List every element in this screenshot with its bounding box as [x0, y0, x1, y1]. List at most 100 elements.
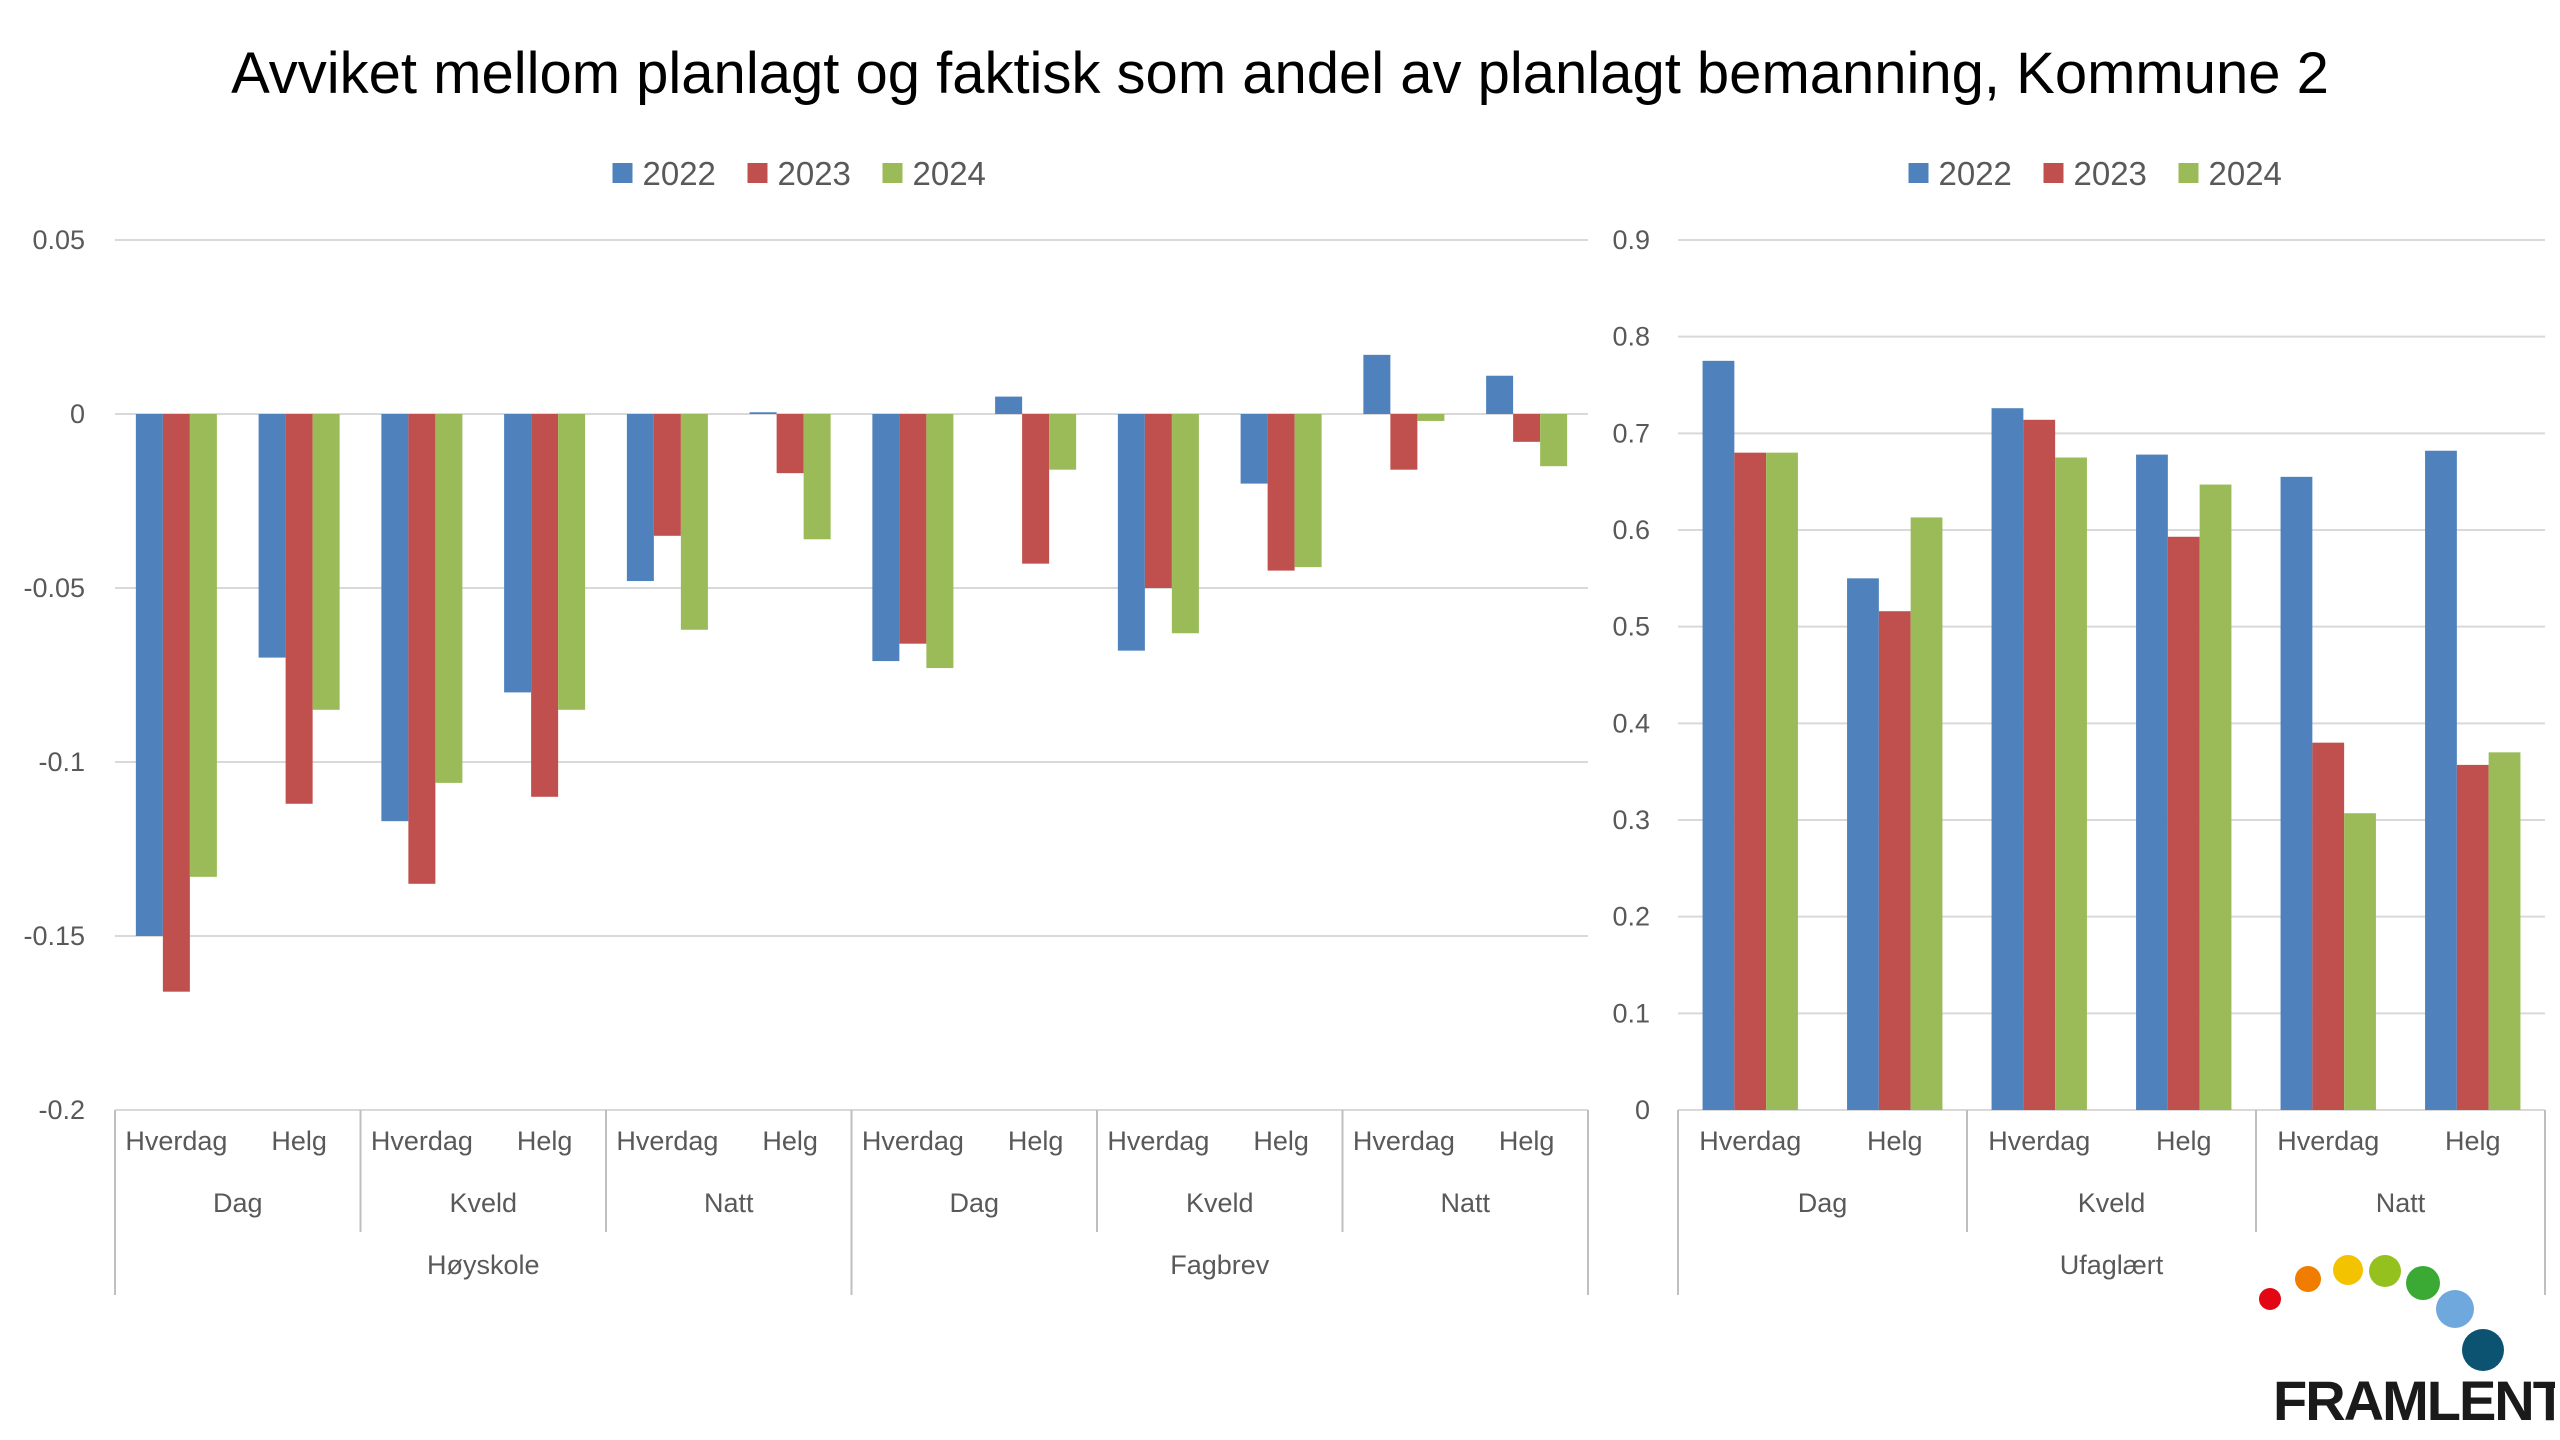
bar-2024 [2199, 484, 2232, 1111]
bar-2022 [749, 412, 777, 414]
y-tick-label: 0 [1635, 1095, 1650, 1125]
bar-2024 [2488, 752, 2521, 1110]
bar-2022 [2425, 450, 2457, 1110]
x-category-label: Hverdag [862, 1126, 964, 1156]
bar-2022 [1991, 408, 2024, 1110]
logo-dot [2295, 1266, 2321, 1292]
legend-label: 2022 [1939, 155, 2012, 192]
logo-dot [2462, 1329, 2504, 1371]
y-tick-label: -0.1 [38, 747, 85, 777]
bar-2023 [1390, 414, 1418, 470]
y-tick-label: 0.4 [1612, 708, 1650, 738]
bar-2022 [1847, 578, 1879, 1110]
x-category-label: Helg [1867, 1126, 1923, 1156]
x-category-label: Hverdag [1107, 1126, 1209, 1156]
x-category-label: Hverdag [125, 1126, 227, 1156]
x-category-label: Helg [2156, 1126, 2212, 1156]
bar-2022 [1486, 375, 1514, 414]
bar-2022 [872, 414, 900, 662]
bar-2024 [1910, 517, 1943, 1110]
bar-2022 [1363, 354, 1391, 414]
bar-2023 [285, 414, 313, 804]
bar-2023 [2456, 764, 2489, 1110]
framlent-logo: FRAMLENT [2255, 1245, 2560, 1435]
y-tick-label: -0.15 [23, 921, 85, 951]
bar-2022 [2136, 454, 2168, 1111]
bar-2022 [135, 414, 163, 936]
x-category-label: Hverdag [2277, 1126, 2379, 1156]
x-group-label: Natt [1440, 1188, 1490, 1218]
logo-dot [2406, 1266, 2440, 1300]
bar-2024 [1540, 414, 1568, 467]
page-title: Avviket mellom planlagt og faktisk som a… [231, 41, 2329, 106]
x-supergroup-label: Fagbrev [1170, 1250, 1270, 1280]
bar-2024 [1049, 414, 1077, 470]
y-tick-label: 0 [70, 399, 85, 429]
legend-swatch [2043, 163, 2064, 183]
bar-2022 [995, 396, 1023, 414]
x-group-label: Dag [213, 1188, 263, 1218]
y-tick-label: 0.9 [1612, 225, 1650, 255]
x-group-label: Kveld [1186, 1188, 1254, 1218]
x-category-label: Hverdag [1988, 1126, 2090, 1156]
x-supergroup-label: Høyskole [427, 1250, 540, 1280]
legend-label: 2023 [778, 155, 851, 192]
x-group-label: Dag [949, 1188, 999, 1218]
bar-2023 [531, 414, 559, 797]
logo-dot [2369, 1255, 2401, 1287]
bar-2022 [504, 414, 532, 693]
x-category-label: Helg [762, 1126, 818, 1156]
legend-swatch [747, 163, 768, 183]
bar-2022 [1117, 414, 1145, 651]
bar-2024 [1294, 414, 1322, 568]
bar-2023 [1734, 452, 1767, 1111]
x-category-label: Hverdag [616, 1126, 718, 1156]
bar-2023 [1513, 414, 1541, 442]
bar-2024 [189, 414, 217, 877]
bar-2023 [2312, 742, 2345, 1110]
bar-2024 [1417, 414, 1445, 421]
bar-2023 [1022, 414, 1050, 564]
bar-2023 [162, 414, 190, 992]
x-category-label: Hverdag [1353, 1126, 1455, 1156]
bar-2022 [258, 414, 286, 658]
x-group-label: Natt [2376, 1188, 2426, 1218]
x-category-label: Helg [2445, 1126, 2501, 1156]
x-group-label: Dag [1798, 1188, 1848, 1218]
x-group-label: Natt [704, 1188, 754, 1218]
bar-2023 [653, 414, 681, 536]
logo-dots [2259, 1255, 2504, 1371]
bar-2022 [1702, 360, 1735, 1110]
bar-2024 [803, 414, 831, 540]
logo-dot [2333, 1255, 2363, 1285]
x-group-label: Kveld [2078, 1188, 2146, 1218]
bar-2024 [2344, 813, 2376, 1110]
legend-swatch [2178, 163, 2199, 183]
bar-2024 [312, 414, 340, 710]
x-category-label: Helg [517, 1126, 573, 1156]
logo-dot [2259, 1288, 2281, 1310]
bar-2024 [2055, 457, 2087, 1110]
bar-2023 [776, 414, 804, 474]
y-tick-label: 0.3 [1612, 805, 1650, 835]
bar-2024 [1766, 452, 1798, 1111]
y-tick-label: 0.2 [1612, 902, 1650, 932]
legend-label: 2024 [913, 155, 986, 192]
bar-2024 [926, 414, 954, 669]
y-tick-label: 0.5 [1612, 612, 1650, 642]
bar-2023 [899, 414, 927, 644]
x-category-label: Hverdag [1699, 1126, 1801, 1156]
bar-2024 [435, 414, 463, 783]
legend-swatch [882, 163, 903, 183]
logo-text: FRAMLENT [2273, 1369, 2555, 1432]
bar-2024 [558, 414, 586, 710]
bar-2022 [1240, 414, 1268, 484]
bar-2022 [2280, 476, 2313, 1110]
bar-2023 [1878, 611, 1911, 1110]
bar-2023 [2167, 536, 2200, 1110]
y-tick-label: -0.2 [38, 1095, 85, 1125]
x-supergroup-label: Ufaglært [2060, 1250, 2164, 1280]
legend-label: 2023 [2074, 155, 2147, 192]
y-tick-label: 0.7 [1612, 418, 1650, 448]
